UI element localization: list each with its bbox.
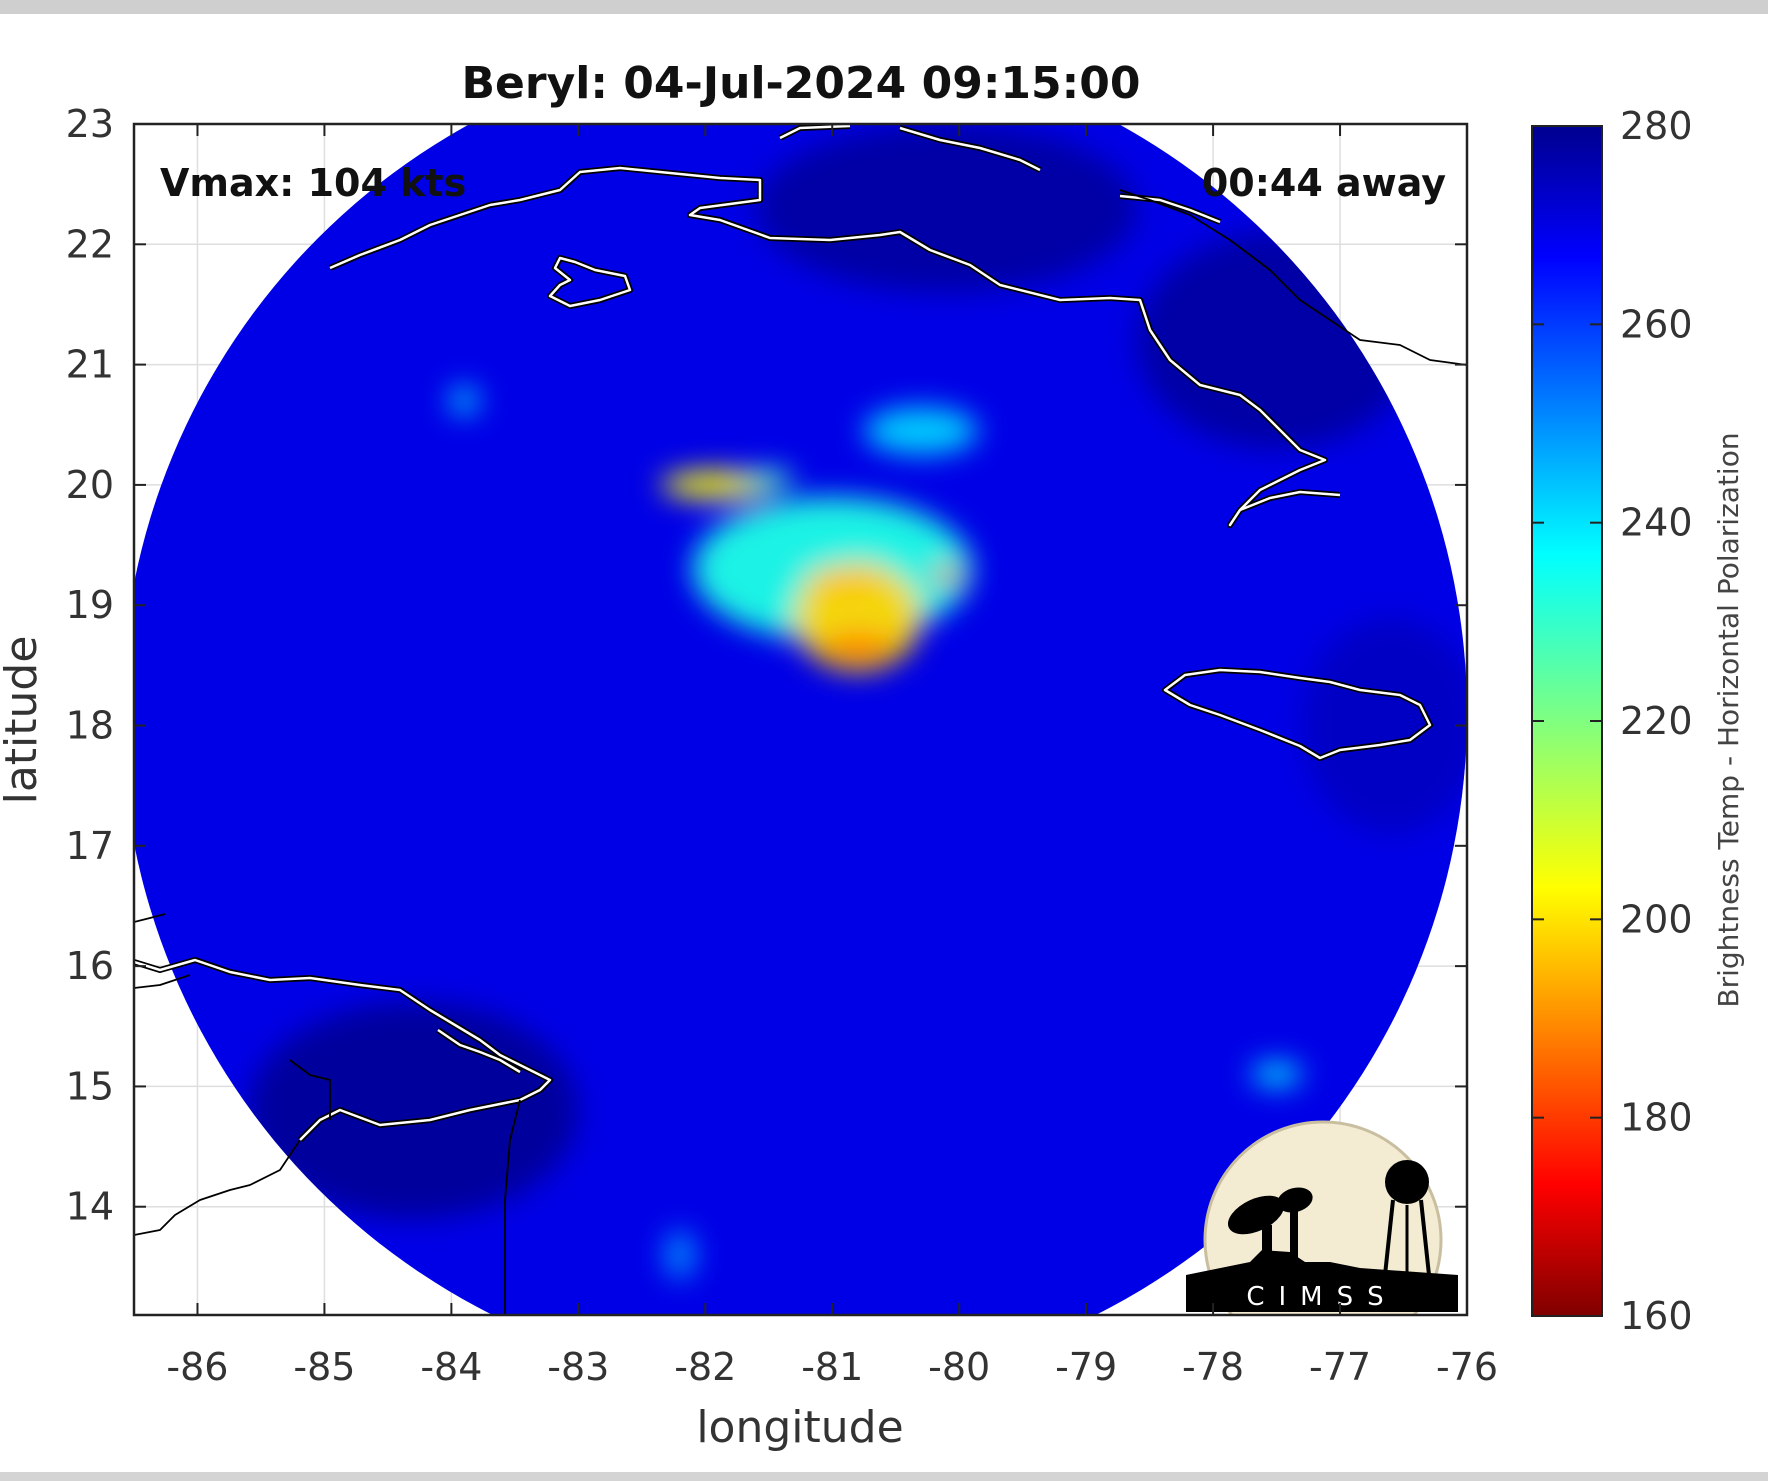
- brightness-feature: [756, 124, 1137, 293]
- window-top-bar: [0, 0, 1768, 14]
- colorbar-tick-label: 200: [1620, 897, 1693, 941]
- colorbar-tick-label: 220: [1620, 699, 1693, 743]
- y-tick-label: 16: [66, 944, 114, 988]
- colorbar-ticks: 160 180 200 220 240 260 280: [1532, 104, 1693, 1338]
- satellite-dish-icon: [1227, 1195, 1285, 1235]
- brightness-feature: [863, 406, 979, 455]
- x-axis-label: longitude: [696, 1402, 903, 1453]
- colorbar-tick-label: 280: [1620, 104, 1693, 148]
- x-tick-label: -82: [674, 1345, 736, 1389]
- time-away-annotation: 00:44 away: [1202, 161, 1446, 205]
- plot-frame: [132, 122, 1469, 1317]
- vmax-annotation: Vmax: 104 kts: [160, 161, 466, 205]
- y-tick-label: 23: [66, 102, 114, 146]
- x-tick-label: -78: [1182, 1345, 1244, 1389]
- chart-title: Beryl: 04-Jul-2024 09:15:00: [462, 58, 1141, 109]
- colorbar-tick-label: 260: [1620, 302, 1693, 346]
- colorbar-label: Brightness Temp - Horizontal Polarizatio…: [1712, 432, 1745, 1007]
- cimss-logo: CIMSS: [1186, 1120, 1458, 1315]
- x-tick-label: -84: [420, 1345, 482, 1389]
- x-tick-label: -81: [801, 1345, 863, 1389]
- y-tick-label: 14: [66, 1185, 114, 1229]
- water-tower-icon: [1385, 1160, 1429, 1204]
- y-tick-label: 22: [66, 222, 114, 266]
- y-tick-label: 15: [66, 1064, 114, 1108]
- colorbar-tick-label: 160: [1620, 1294, 1693, 1338]
- brightness-feature: [806, 566, 884, 596]
- x-tick-label: -86: [166, 1345, 228, 1389]
- coastlines: [134, 124, 1467, 1315]
- y-tick-label: 19: [66, 583, 114, 627]
- x-tick-label: -80: [928, 1345, 990, 1389]
- brightness-feature: [933, 565, 960, 585]
- colorbar-tick-label: 240: [1620, 501, 1693, 545]
- logo-text: CIMSS: [1246, 1282, 1397, 1312]
- y-tick-label: 18: [66, 704, 114, 748]
- brightness-feature: [664, 1230, 696, 1279]
- brightness-feature: [743, 469, 795, 489]
- brightness-feature: [1251, 1062, 1302, 1087]
- x-tick-label: -85: [293, 1345, 355, 1389]
- brightness-feature: [1301, 617, 1467, 834]
- y-tick-label: 17: [66, 824, 114, 868]
- y-axis-label: latitude: [0, 636, 47, 805]
- y-tick-label: 21: [66, 343, 114, 387]
- colorbar-tick-label: 180: [1620, 1096, 1693, 1140]
- satellite-dish-icon: [1277, 1187, 1313, 1213]
- x-tick-label: -79: [1055, 1345, 1117, 1389]
- brightness-feature: [822, 632, 894, 662]
- axis-ticks: -86 -85 -84 -83 -82 -81 -80 -79 -78 -77 -76 14 15 16 1…: [66, 102, 1498, 1389]
- x-tick-label: -77: [1309, 1345, 1371, 1389]
- y-tick-label: 20: [66, 463, 114, 507]
- brightness-feature: [448, 386, 480, 416]
- window-bottom-bar: [0, 1472, 1768, 1481]
- x-tick-label: -83: [547, 1345, 609, 1389]
- x-tick-label: -76: [1436, 1345, 1498, 1389]
